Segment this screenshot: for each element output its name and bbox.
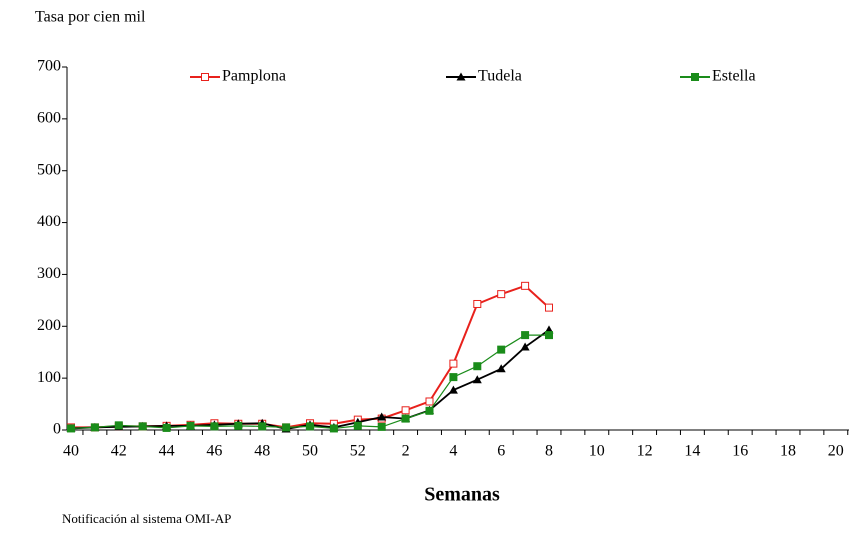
data-point (114, 421, 123, 430)
data-point (497, 345, 506, 354)
x-tick-label: 48 (254, 443, 270, 460)
x-tick-label: 46 (206, 443, 222, 460)
data-point (520, 342, 530, 351)
data-point (425, 406, 434, 415)
data-point (448, 385, 458, 394)
data-point (377, 412, 387, 421)
legend-marker (201, 73, 209, 81)
data-point (234, 421, 243, 430)
data-point (449, 373, 458, 382)
x-tick-label: 10 (589, 443, 605, 460)
x-axis-title: Semanas (424, 484, 500, 506)
x-tick-label: 42 (111, 443, 127, 460)
data-point (353, 421, 362, 430)
data-point (473, 362, 482, 371)
y-tick-label: 400 (37, 213, 61, 230)
note: Notificación al sistema OMI-AP (62, 511, 231, 526)
y-axis-title: Tasa por cien mil (35, 9, 146, 26)
x-tick-label: 14 (684, 443, 700, 460)
data-point (306, 422, 314, 431)
x-tick-label: 50 (302, 443, 318, 460)
data-point (425, 397, 434, 406)
data-point (67, 424, 75, 433)
legend-marker (456, 72, 466, 81)
data-point (401, 414, 410, 423)
x-tick-label: 2 (402, 443, 410, 460)
y-tick-label: 0 (53, 421, 61, 438)
x-tick-label: 12 (637, 443, 653, 460)
data-point (377, 422, 386, 431)
data-point (329, 424, 338, 433)
y-tick-label: 200 (37, 317, 61, 334)
x-tick-label: 8 (545, 443, 553, 460)
data-point (162, 423, 171, 432)
x-tick-label: 4 (449, 443, 457, 460)
legend-marker (691, 73, 699, 81)
data-point (473, 299, 482, 308)
data-point (521, 331, 530, 340)
data-point (545, 303, 553, 312)
legend-label: Estella (712, 68, 756, 85)
data-point (90, 423, 99, 432)
data-point (521, 281, 530, 290)
x-tick-label: 20 (828, 443, 844, 460)
data-point (449, 359, 458, 368)
y-tick-label: 300 (37, 265, 61, 282)
data-point (497, 290, 506, 299)
legend-label: Tudela (478, 68, 522, 85)
x-tick-label: 52 (350, 443, 366, 460)
x-tick-label: 16 (732, 443, 748, 460)
x-tick-label: 40 (63, 443, 79, 460)
data-point (138, 422, 147, 431)
data-point (210, 422, 219, 431)
x-tick-label: 18 (780, 443, 796, 460)
data-point (545, 331, 553, 340)
data-point (496, 364, 506, 373)
legend-label: Pamplona (222, 68, 286, 85)
x-tick-label: 44 (159, 443, 175, 460)
y-tick-label: 700 (37, 58, 61, 75)
data-point (472, 375, 482, 384)
y-tick-label: 100 (37, 369, 61, 386)
y-tick-label: 500 (37, 161, 61, 178)
x-tick-label: 6 (497, 443, 505, 460)
data-point (186, 421, 195, 430)
y-tick-label: 600 (37, 110, 61, 127)
data-point (258, 422, 267, 431)
data-point (282, 423, 291, 432)
data-point (401, 406, 410, 415)
